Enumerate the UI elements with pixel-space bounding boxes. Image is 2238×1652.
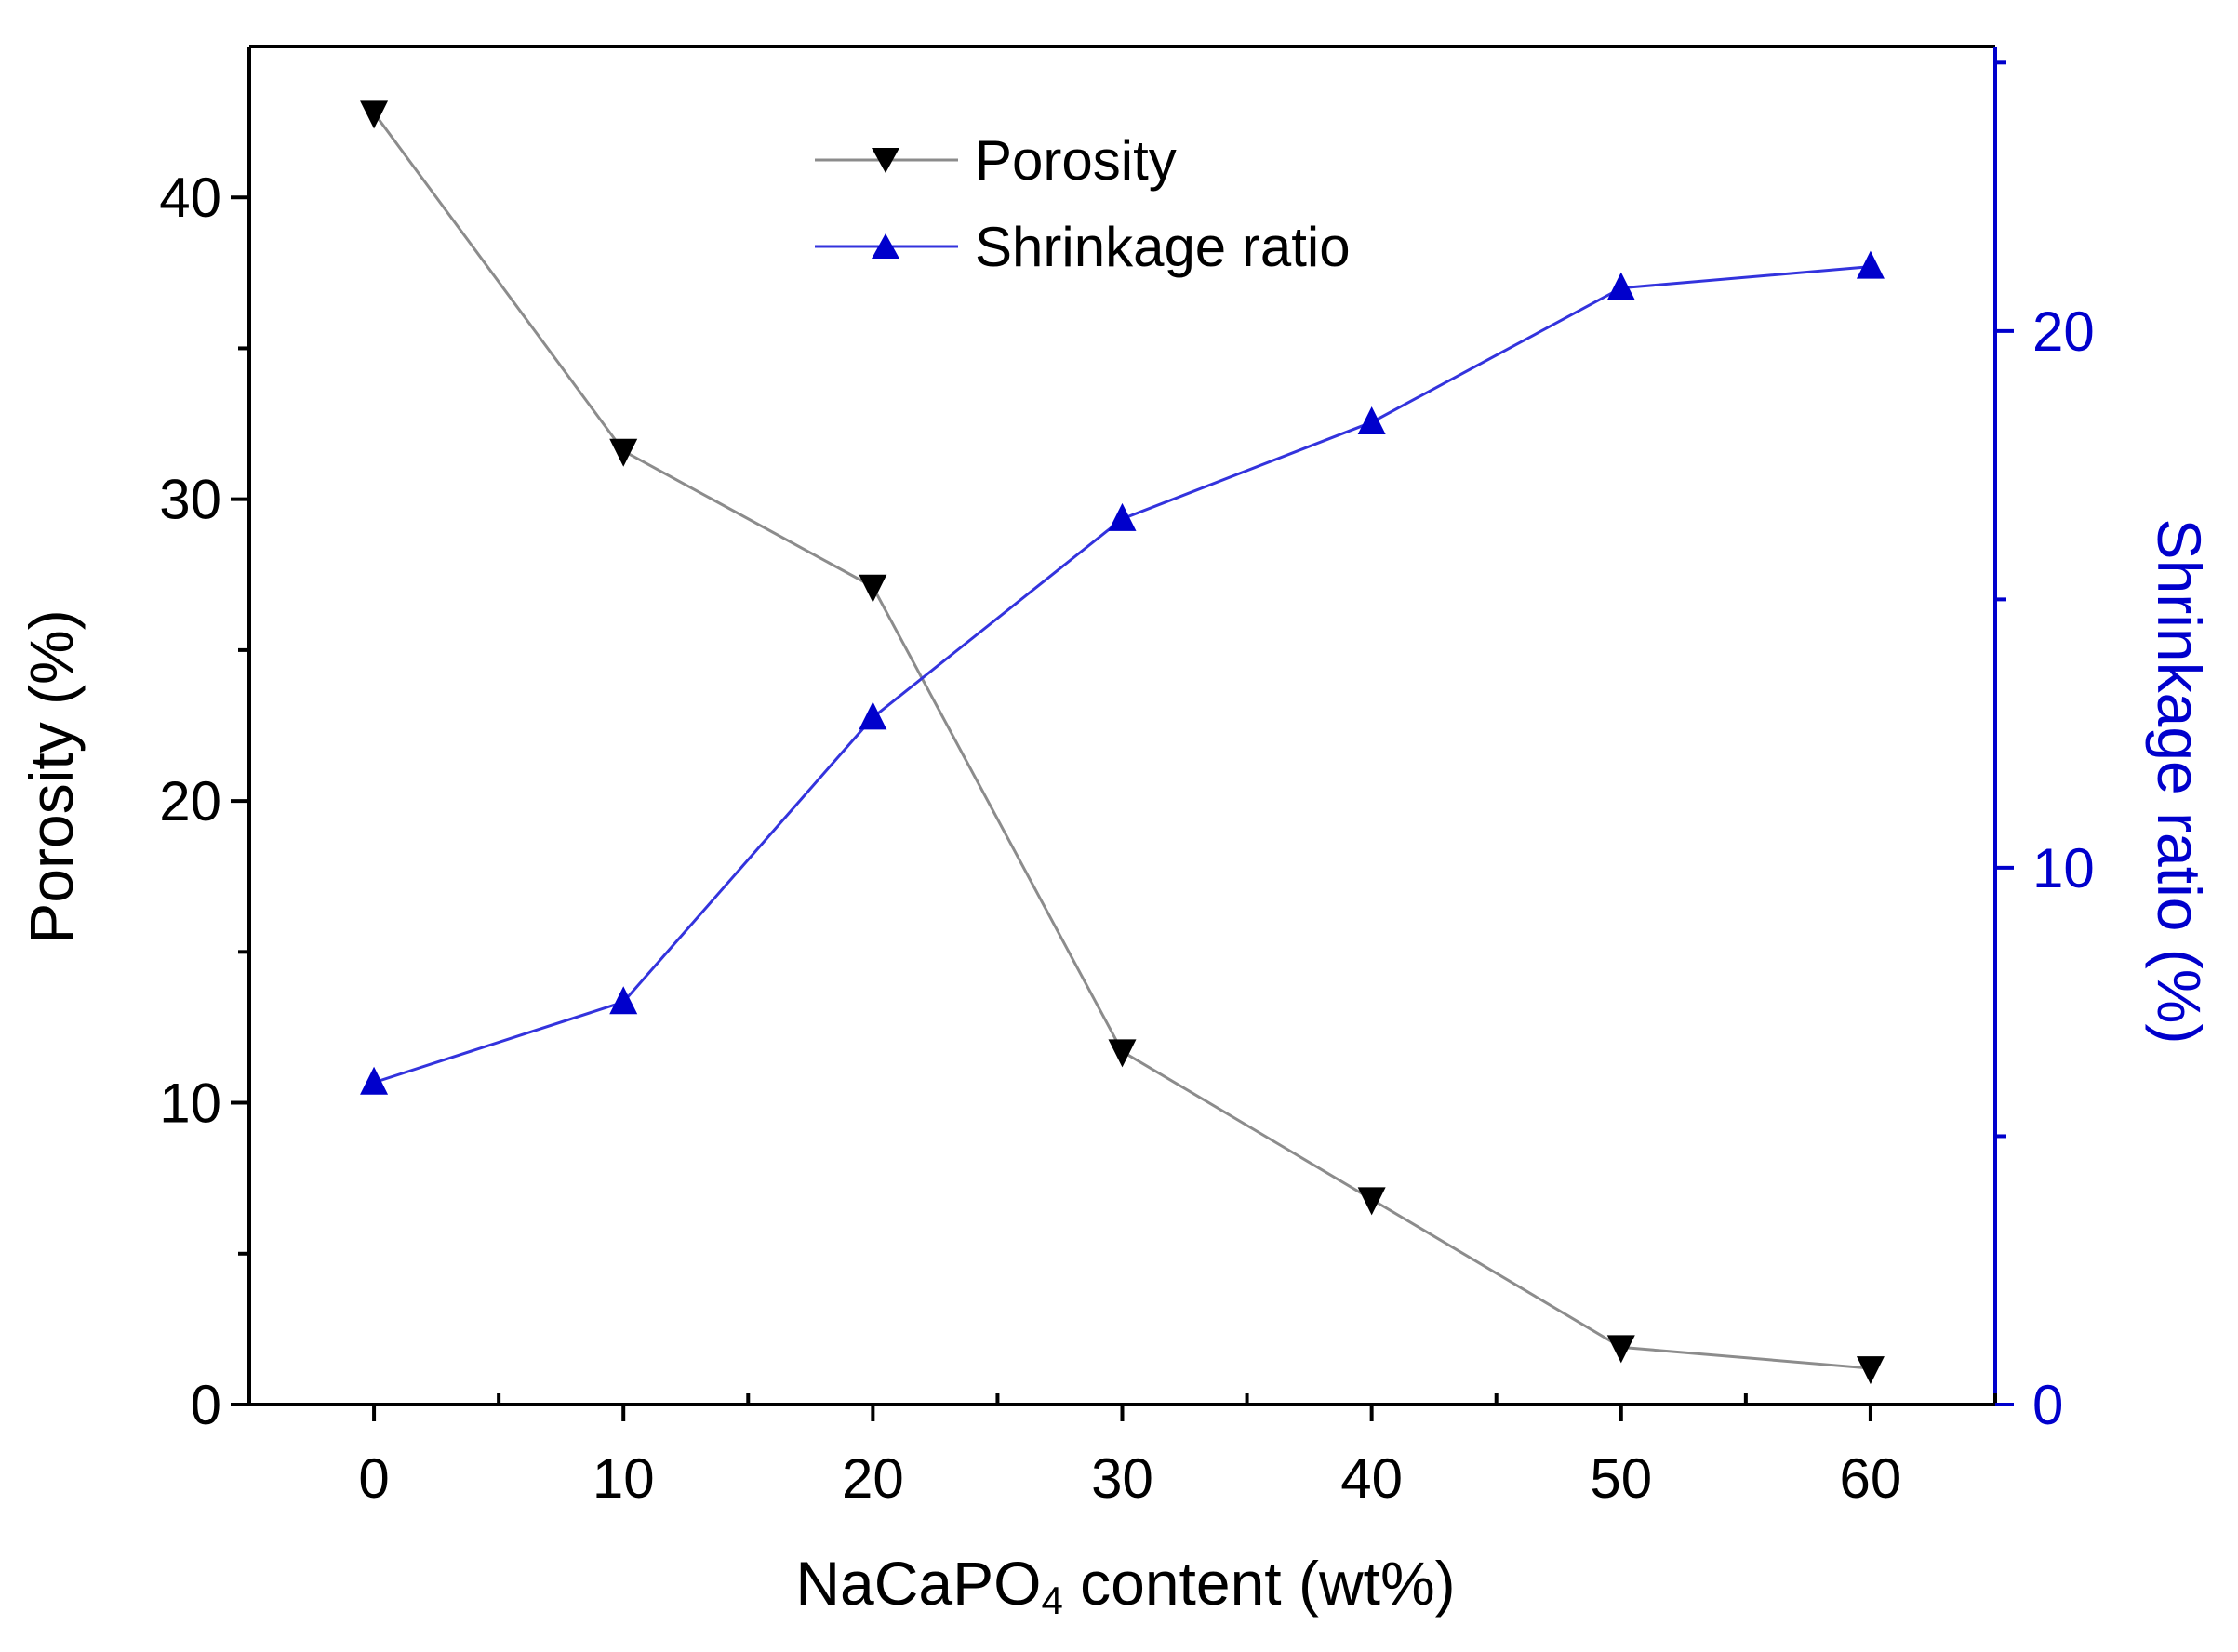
legend-item-porosity: Porosity: [815, 129, 1177, 192]
left-y-tick-label: 10: [159, 1072, 221, 1135]
data-point-shrinkage-ratio: [1606, 272, 1635, 300]
data-point-shrinkage-ratio: [360, 1066, 389, 1095]
left-y-tick-label: 20: [159, 770, 221, 833]
x-axis-title-rest: content (wt%): [1063, 1549, 1456, 1618]
data-point-porosity: [1108, 1039, 1137, 1068]
left-y-tick-label: 30: [159, 469, 221, 531]
x-axis-title-main: NaCaPO: [795, 1549, 1041, 1618]
legend-label-shrinkage-ratio: Shrinkage ratio: [975, 216, 1351, 278]
left-y-tick-label: 0: [191, 1374, 221, 1436]
legend-marker-shrinkage-ratio: [872, 233, 899, 259]
data-point-porosity: [1606, 1335, 1635, 1364]
x-axis-title-subscript: 4: [1041, 1579, 1062, 1622]
left-axis-title: Porosity (%): [17, 609, 86, 943]
data-point-porosity: [609, 438, 638, 467]
data-point-shrinkage-ratio: [609, 986, 638, 1015]
data-point-porosity: [859, 574, 887, 603]
x-tick-label: 0: [358, 1447, 389, 1510]
data-point-shrinkage-ratio: [1108, 502, 1137, 531]
series-layer: [360, 100, 1885, 1385]
left-y-tick-label: 40: [159, 167, 221, 229]
x-axis-title: NaCaPO4 content (wt%): [795, 1549, 1455, 1622]
x-tick-label: 20: [842, 1447, 904, 1510]
legend-item-shrinkage-ratio: Shrinkage ratio: [815, 216, 1351, 278]
axes-layer: 0 10 20 30 40 50 60 0 10 20 30 40 0 10 20: [159, 45, 2095, 1510]
data-point-shrinkage-ratio: [1856, 250, 1885, 279]
legend-label-porosity: Porosity: [975, 129, 1177, 192]
right-y-tick-label: 20: [2032, 300, 2095, 363]
data-point-porosity: [360, 100, 389, 129]
right-y-tick-label: 0: [2032, 1374, 2063, 1436]
x-tick-label: 50: [1590, 1447, 1652, 1510]
data-point-porosity: [1856, 1356, 1885, 1385]
x-tick-label: 30: [1091, 1447, 1153, 1510]
right-axis-title: Shrinkage ratio (%): [2145, 519, 2214, 1045]
x-tick-label: 40: [1340, 1447, 1403, 1510]
data-point-porosity: [1357, 1187, 1386, 1216]
right-y-tick-label: 10: [2032, 837, 2095, 899]
data-point-shrinkage-ratio: [859, 701, 887, 730]
legend: Porosity Shrinkage ratio: [815, 129, 1351, 278]
data-point-shrinkage-ratio: [1357, 406, 1386, 434]
x-tick-label: 10: [593, 1447, 655, 1510]
legend-marker-porosity: [872, 148, 899, 173]
x-tick-label: 60: [1840, 1447, 1902, 1510]
